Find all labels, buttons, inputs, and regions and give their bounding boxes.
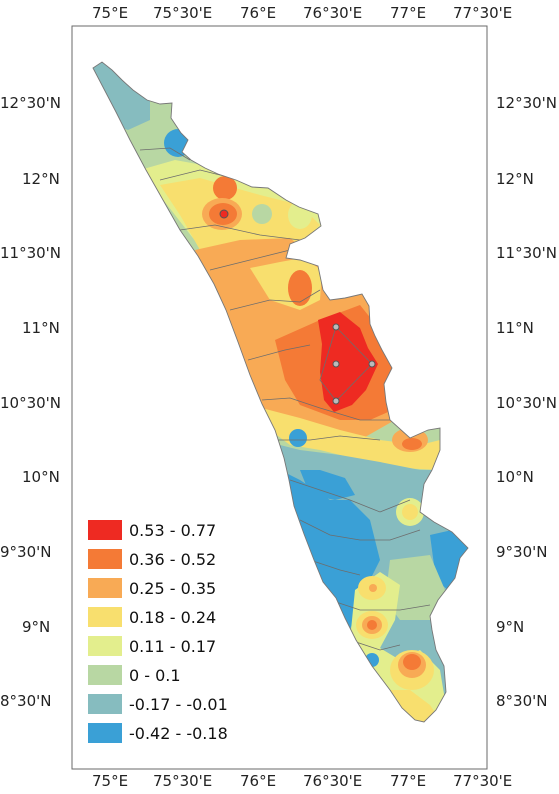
x-tick-top: 75°30'E <box>153 4 212 22</box>
x-tick-bottom: 75°30'E <box>153 772 212 790</box>
legend-label: 0.11 - 0.17 <box>129 637 216 656</box>
y-tick-left: 11°N <box>22 319 60 337</box>
y-tick-right: 10°30'N <box>496 394 557 412</box>
legend-label: 0 - 0.1 <box>129 666 181 685</box>
x-tick-top: 77°E <box>390 4 426 22</box>
x-tick-top: 76°E <box>240 4 276 22</box>
legend-swatch <box>88 549 122 569</box>
y-tick-right: 11°N <box>496 319 534 337</box>
y-tick-right: 9°30'N <box>496 543 547 561</box>
y-tick-right: 10°N <box>496 468 534 486</box>
y-tick-left: 8°30'N <box>0 692 51 710</box>
legend-swatch <box>88 636 122 656</box>
legend-label: 0.25 - 0.35 <box>129 579 216 598</box>
x-tick-bottom: 77°30'E <box>453 772 512 790</box>
y-axis-right: 12°30'N 12°N 11°30'N 11°N 10°30'N 10°N 9… <box>496 94 557 710</box>
x-tick-bottom: 77°E <box>390 772 426 790</box>
legend-swatch <box>88 665 122 685</box>
y-tick-right: 8°30'N <box>496 692 547 710</box>
y-tick-right: 12°30'N <box>496 94 557 112</box>
y-tick-left: 12°30'N <box>0 94 61 112</box>
legend-swatch <box>88 607 122 627</box>
x-tick-top: 77°30'E <box>453 4 512 22</box>
x-tick-bottom: 76°30'E <box>303 772 362 790</box>
frame-ticks <box>71 26 488 769</box>
legend-swatch <box>88 723 122 743</box>
y-tick-left: 12°N <box>22 170 60 188</box>
legend-label: -0.17 - -0.01 <box>129 695 228 714</box>
y-axis-left: 12°30'N 12°N 11°30'N 11°N 10°30'N 10°N 9… <box>0 94 61 710</box>
legend-swatch <box>88 694 122 714</box>
x-axis-top: 75°E 75°30'E 76°E 76°30'E 77°E 77°30'E <box>92 4 512 22</box>
y-tick-left: 10°N <box>22 468 60 486</box>
x-tick-top: 76°30'E <box>303 4 362 22</box>
y-tick-left: 9°30'N <box>0 543 51 561</box>
y-tick-right: 12°N <box>496 170 534 188</box>
legend-swatch <box>88 520 122 540</box>
state-outline <box>92 61 469 723</box>
x-tick-bottom: 76°E <box>240 772 276 790</box>
y-tick-right: 11°30'N <box>496 244 557 262</box>
y-tick-left: 9°N <box>22 618 50 636</box>
y-tick-right: 9°N <box>496 618 524 636</box>
legend-label: 0.53 - 0.77 <box>129 521 216 540</box>
legend-label: 0.18 - 0.24 <box>129 608 216 627</box>
legend-label: -0.42 - -0.18 <box>129 724 228 743</box>
x-axis-bottom: 75°E 75°30'E 76°E 76°30'E 77°E 77°30'E <box>92 772 512 790</box>
x-tick-bottom: 75°E <box>92 772 128 790</box>
legend: 0.53 - 0.77 0.36 - 0.52 0.25 - 0.35 0.18… <box>88 520 228 743</box>
y-tick-left: 10°30'N <box>0 394 61 412</box>
legend-label: 0.36 - 0.52 <box>129 550 216 569</box>
legend-swatch <box>88 578 122 598</box>
x-tick-top: 75°E <box>92 4 128 22</box>
y-tick-left: 11°30'N <box>0 244 61 262</box>
